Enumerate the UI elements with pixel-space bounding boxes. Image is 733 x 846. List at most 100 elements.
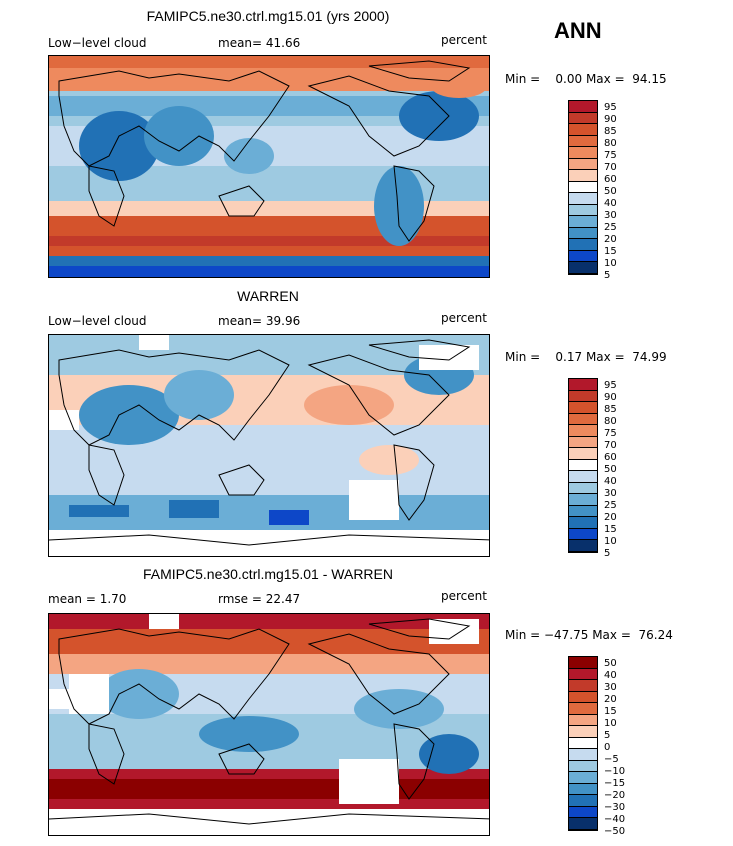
units-label: percent bbox=[441, 311, 487, 325]
colorbar-swatch bbox=[569, 124, 597, 136]
units-label: percent bbox=[441, 589, 487, 603]
map-canvas bbox=[49, 335, 489, 556]
colorbar-tick: 75 bbox=[604, 150, 617, 161]
colorbar-tick: 95 bbox=[604, 102, 617, 113]
colorbar-swatch bbox=[569, 250, 597, 263]
colorbar-swatch bbox=[569, 204, 597, 217]
colorbar-tick: 15 bbox=[604, 246, 617, 257]
colorbar-swatch bbox=[569, 703, 597, 715]
colorbar-swatch bbox=[569, 471, 597, 483]
colorbar-tick: −10 bbox=[604, 766, 626, 777]
colorbar bbox=[568, 100, 598, 275]
colorbar-tick: 30 bbox=[604, 682, 617, 693]
colorbar-swatch bbox=[569, 680, 597, 692]
colorbar-swatch bbox=[569, 772, 597, 784]
colorbar-swatch bbox=[569, 390, 597, 403]
colorbar-tick: 85 bbox=[604, 126, 617, 137]
colorbar-tick: −20 bbox=[604, 790, 626, 801]
season-label: ANN bbox=[554, 18, 602, 43]
colorbar-tick: 50 bbox=[604, 658, 617, 669]
rmse-label: rmse = 22.47 bbox=[218, 592, 301, 606]
colorbar-tick: 80 bbox=[604, 138, 617, 149]
map-canvas bbox=[49, 614, 489, 835]
colorbar-tick: 30 bbox=[604, 210, 617, 221]
colorbar-swatch bbox=[569, 517, 597, 529]
colorbar-swatch bbox=[569, 540, 597, 552]
colorbar-tick: 20 bbox=[604, 234, 617, 245]
map-plot bbox=[48, 334, 490, 557]
colorbar-swatch bbox=[569, 749, 597, 761]
colorbar-tick: 90 bbox=[604, 392, 617, 403]
colorbar-tick: 25 bbox=[604, 222, 617, 233]
colorbar-swatch bbox=[569, 737, 597, 750]
colorbar-tick: 60 bbox=[604, 452, 617, 463]
colorbar bbox=[568, 378, 598, 553]
variable-label: Low−level cloud bbox=[48, 36, 147, 50]
colorbar-tick: 60 bbox=[604, 174, 617, 185]
mean-label: mean= 41.66 bbox=[218, 36, 301, 50]
panel-title: FAMIPC5.ne30.ctrl.mg15.01 (yrs 2000) bbox=[146, 8, 390, 24]
colorbar-swatch bbox=[569, 494, 597, 506]
variable-label: Low−level cloud bbox=[48, 314, 147, 328]
colorbar-swatch bbox=[569, 528, 597, 541]
colorbar-swatch bbox=[569, 668, 597, 681]
minmax-label: Min = 0.00 Max = 94.15 bbox=[505, 72, 667, 86]
colorbar-tick: 15 bbox=[604, 524, 617, 535]
colorbar-swatch bbox=[569, 482, 597, 495]
colorbar-swatch bbox=[569, 135, 597, 148]
map-plot bbox=[48, 613, 490, 836]
colorbar-swatch bbox=[569, 448, 597, 460]
colorbar-tick: 70 bbox=[604, 162, 617, 173]
colorbar-tick: 5 bbox=[604, 730, 611, 741]
colorbar-tick: 70 bbox=[604, 440, 617, 451]
colorbar-swatch bbox=[569, 795, 597, 807]
colorbar-tick: −50 bbox=[604, 826, 626, 837]
colorbar-tick: 25 bbox=[604, 500, 617, 511]
colorbar-tick: 20 bbox=[604, 694, 617, 705]
colorbar-swatch bbox=[569, 112, 597, 125]
colorbar-tick: −15 bbox=[604, 778, 626, 789]
colorbar-tick: 50 bbox=[604, 186, 617, 197]
colorbar-swatch bbox=[569, 714, 597, 727]
colorbar-tick: 20 bbox=[604, 512, 617, 523]
colorbar-tick: 85 bbox=[604, 404, 617, 415]
colorbar-swatch bbox=[569, 181, 597, 194]
colorbar-swatch bbox=[569, 783, 597, 796]
colorbar-tick: 95 bbox=[604, 380, 617, 391]
colorbar-tick: 75 bbox=[604, 428, 617, 439]
colorbar-tick: 0 bbox=[604, 742, 611, 753]
colorbar-swatch bbox=[569, 193, 597, 205]
colorbar-swatch bbox=[569, 459, 597, 472]
colorbar-tick: 10 bbox=[604, 536, 617, 547]
colorbar-swatch bbox=[569, 101, 597, 113]
colorbar-tick: 40 bbox=[604, 476, 617, 487]
colorbar-tick: 30 bbox=[604, 488, 617, 499]
colorbar-swatch bbox=[569, 806, 597, 819]
map-canvas bbox=[49, 56, 489, 277]
mean-label: mean = 1.70 bbox=[48, 592, 127, 606]
panel-title: FAMIPC5.ne30.ctrl.mg15.01 - WARREN bbox=[142, 566, 393, 582]
colorbar-swatch bbox=[569, 170, 597, 182]
colorbar-tick: 5 bbox=[604, 548, 611, 559]
colorbar-swatch bbox=[569, 216, 597, 228]
minmax-label: Min = 0.17 Max = 74.99 bbox=[505, 350, 667, 364]
colorbar-tick: 90 bbox=[604, 114, 617, 125]
colorbar-swatch bbox=[569, 227, 597, 240]
colorbar-tick: 15 bbox=[604, 706, 617, 717]
colorbar-tick: 40 bbox=[604, 198, 617, 209]
colorbar-swatch bbox=[569, 413, 597, 426]
colorbar-swatch bbox=[569, 818, 597, 830]
colorbar-swatch bbox=[569, 379, 597, 391]
colorbar-swatch bbox=[569, 436, 597, 449]
colorbar-tick: 50 bbox=[604, 464, 617, 475]
colorbar-tick: −5 bbox=[604, 754, 619, 765]
colorbar-tick: −40 bbox=[604, 814, 626, 825]
colorbar-swatch bbox=[569, 657, 597, 669]
colorbar-tick: 80 bbox=[604, 416, 617, 427]
minmax-label: Min = −47.75 Max = 76.24 bbox=[505, 628, 673, 642]
colorbar-tick: 10 bbox=[604, 718, 617, 729]
colorbar-swatch bbox=[569, 402, 597, 414]
colorbar bbox=[568, 656, 598, 831]
colorbar-swatch bbox=[569, 505, 597, 518]
colorbar-swatch bbox=[569, 239, 597, 251]
